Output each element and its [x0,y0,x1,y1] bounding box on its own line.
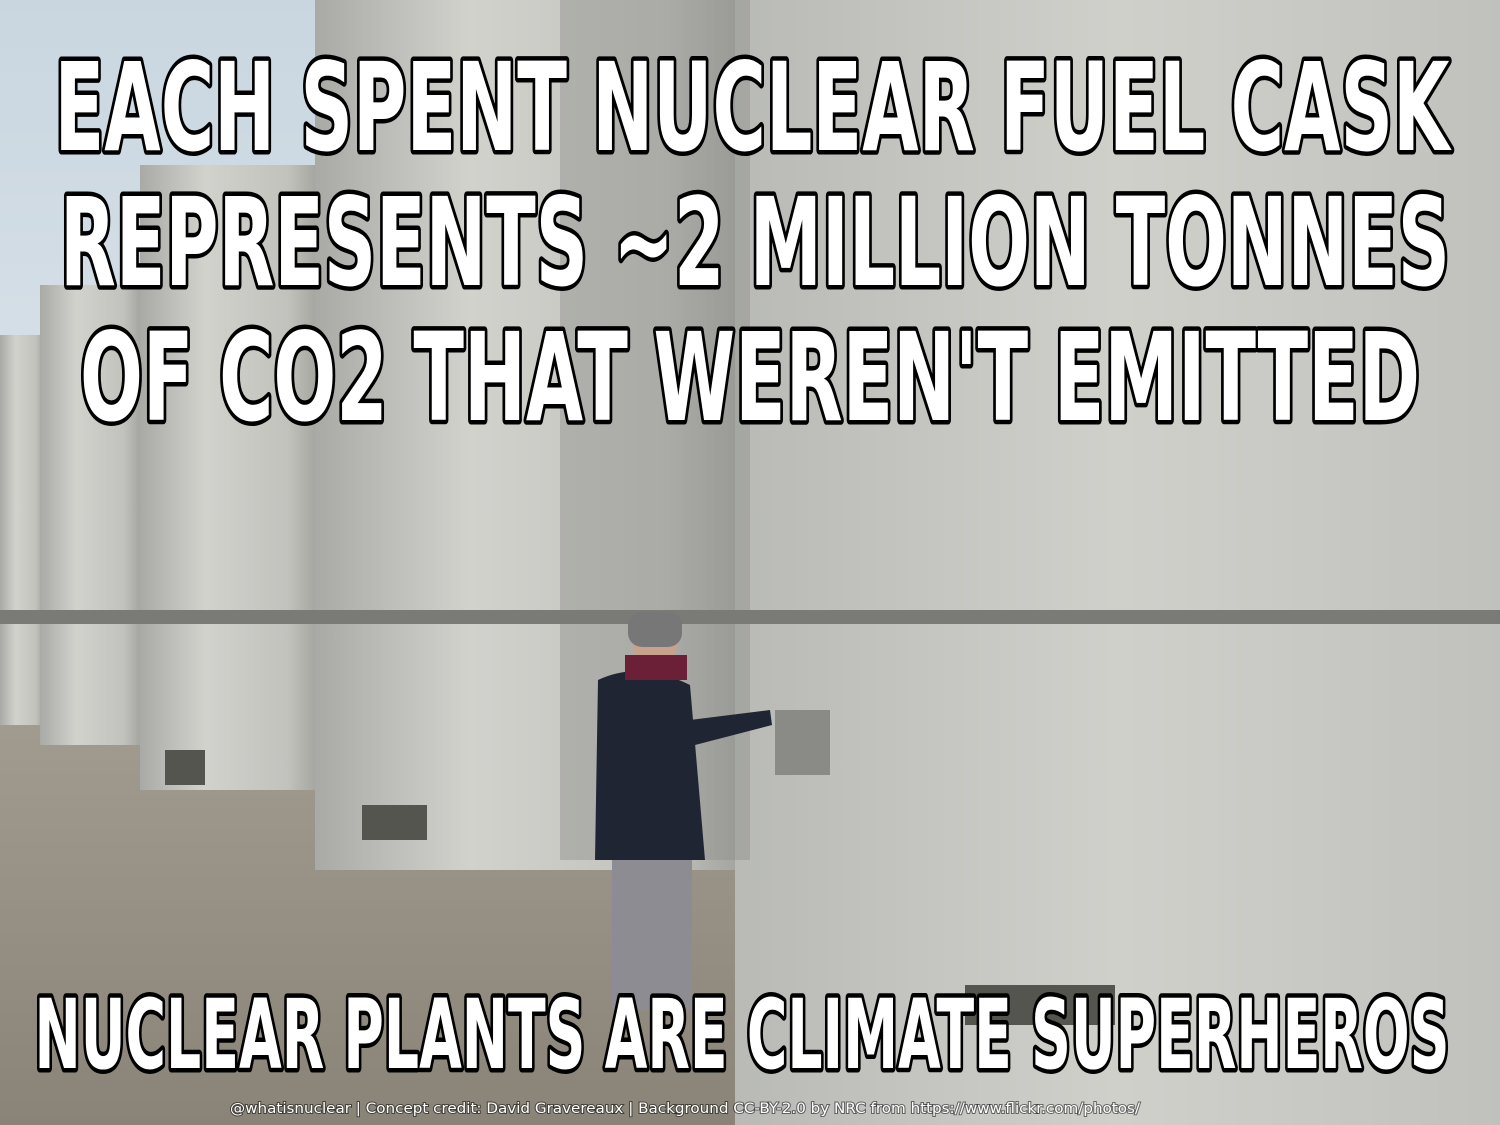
top-text-line: REPRESENTS ~2 MILLION TONNES [60,172,1450,314]
bottom-text: NUCLEAR PLANTS ARE CLIMATE SUPERHEROS [35,979,1450,1091]
caption: EACH SPENT NUCLEAR FUEL CASK REPRESENTS … [30,33,1457,1119]
credit: @whatisnuclear | Concept credit: David G… [230,1101,1140,1117]
person [595,612,772,1010]
top-text-line: OF CO2 THAT WEREN'T EMITTED [80,307,1420,449]
top-text-line: EACH SPENT NUCLEAR FUEL CASK [55,37,1453,179]
